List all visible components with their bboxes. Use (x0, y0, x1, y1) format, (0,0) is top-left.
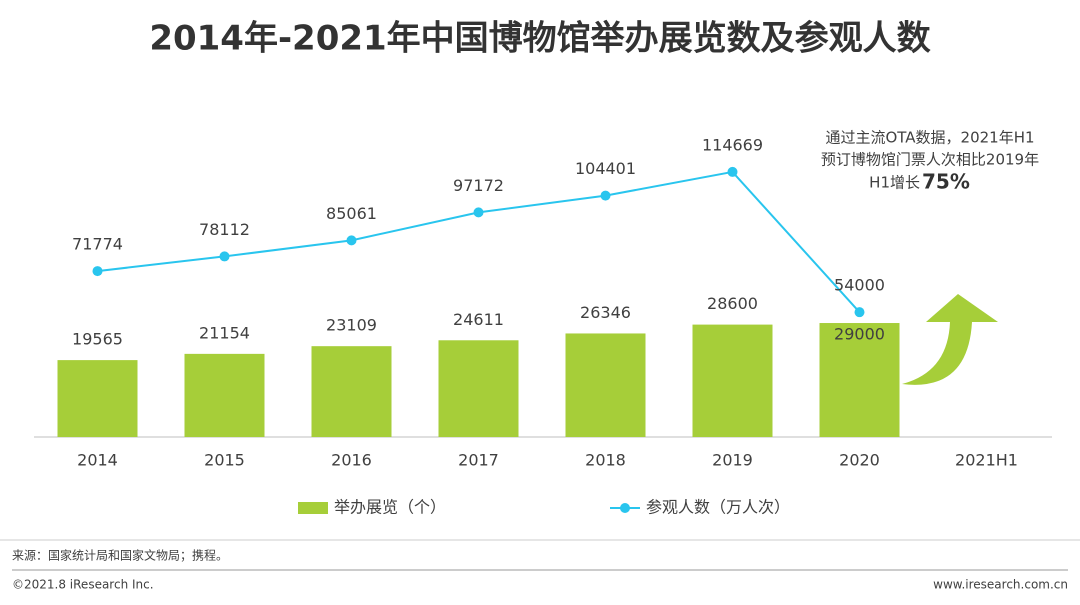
bar-value-label: 19565 (72, 330, 123, 349)
legend-label: 参观人数（万人次） (646, 498, 790, 517)
line-value-label: 71774 (72, 235, 123, 254)
line-value-label: 97172 (453, 176, 504, 195)
line-value-label: 114669 (702, 135, 763, 154)
x-tick-label: 2016 (331, 451, 372, 470)
x-tick-label: 2019 (712, 451, 753, 470)
line-point (219, 251, 230, 262)
legend-label: 举办展览（个） (334, 498, 446, 517)
x-tick-label: 2021H1 (955, 451, 1018, 470)
chart-title: 2014年-2021年中国博物馆举办展览数及参观人数 (149, 19, 930, 59)
x-tick-label: 2015 (204, 451, 245, 470)
bar-value-label: 23109 (326, 316, 377, 335)
line-point (727, 166, 738, 177)
bar (819, 323, 900, 437)
bar (692, 324, 773, 437)
bar-value-label: 29000 (834, 325, 885, 344)
bar (311, 346, 392, 437)
bar-value-label: 28600 (707, 294, 758, 313)
website: www.iresearch.com.cn (933, 578, 1068, 592)
line-point (92, 266, 103, 277)
legend-swatch (298, 502, 328, 514)
copyright: ©2021.8 iResearch Inc. (12, 578, 154, 592)
legend-swatch (620, 503, 630, 513)
source: 来源：国家统计局和国家文物局；携程。 (12, 548, 228, 563)
annotation-line: H1增长 (869, 174, 920, 192)
x-tick-label: 2020 (839, 451, 880, 470)
annotation-line: 通过主流OTA数据，2021年H1 (825, 129, 1034, 147)
line-point (854, 307, 865, 318)
line-point (346, 235, 357, 246)
line-value-label: 78112 (199, 220, 250, 239)
bar (565, 333, 646, 437)
line-point (473, 207, 484, 218)
annotation-line: 预订博物馆门票人次相比2019年 (821, 151, 1039, 169)
x-tick-label: 2017 (458, 451, 499, 470)
line-value-label: 54000 (834, 276, 885, 295)
bar (57, 360, 138, 437)
x-tick-label: 2014 (77, 451, 118, 470)
bar-value-label: 21154 (199, 323, 250, 342)
bar-value-label: 26346 (580, 303, 631, 322)
x-tick-label: 2018 (585, 451, 626, 470)
annotation-highlight: 75% (922, 170, 970, 194)
line-point (600, 190, 611, 201)
annotation: 通过主流OTA数据，2021年H1 预订博物馆门票人次相比2019年 H1增长 … (821, 129, 1039, 194)
bar (184, 353, 265, 437)
bar (438, 340, 519, 437)
line-value-label: 104401 (575, 159, 636, 178)
growth-arrow (902, 294, 998, 385)
bar-value-label: 24611 (453, 310, 504, 329)
line-value-label: 85061 (326, 204, 377, 223)
